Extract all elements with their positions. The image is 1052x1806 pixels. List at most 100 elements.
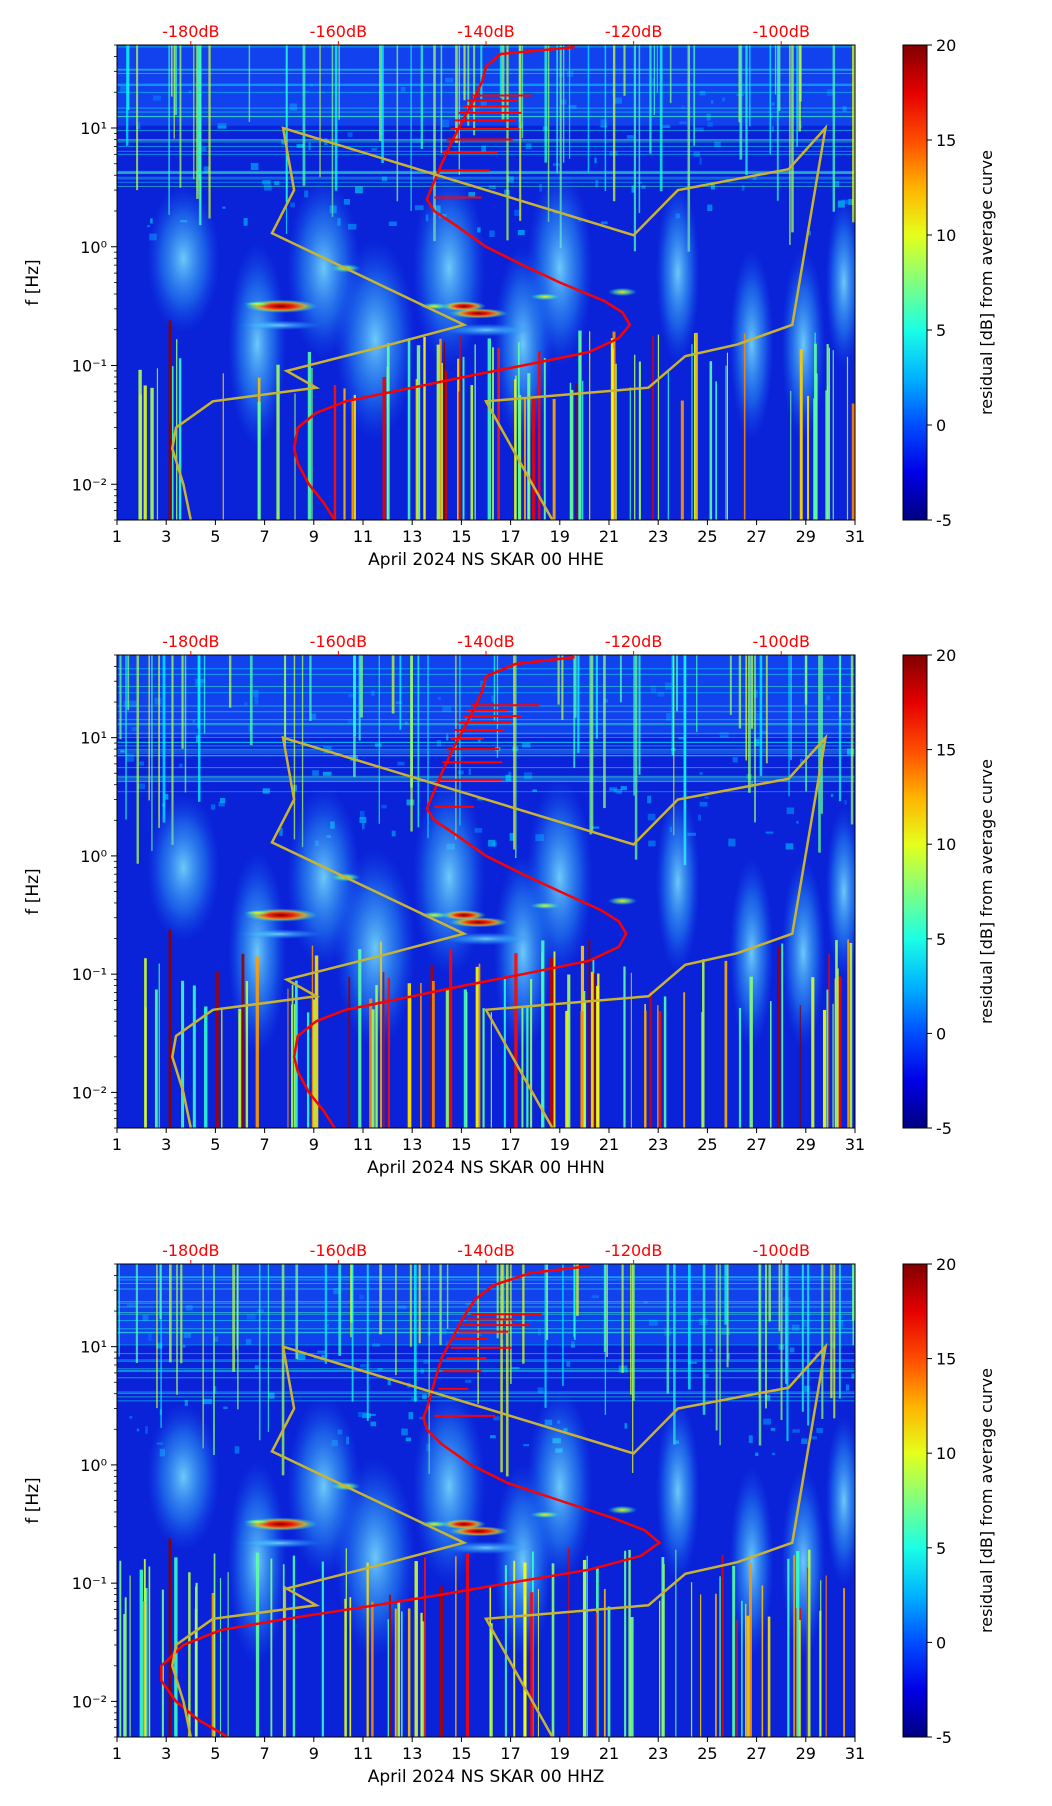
lf-transient bbox=[738, 1007, 742, 1128]
lf-transient bbox=[168, 1538, 172, 1737]
horizontal-stripe bbox=[117, 750, 855, 752]
colorbar-tick-label: 10 bbox=[936, 226, 956, 245]
lf-transient bbox=[489, 1623, 493, 1737]
event-stripe bbox=[353, 655, 357, 737]
event-stripe bbox=[587, 45, 590, 173]
noise-texture bbox=[182, 1344, 186, 1348]
lf-transient bbox=[624, 1550, 627, 1737]
horizontal-stripe bbox=[117, 1370, 855, 1372]
x-tick-label: 1 bbox=[112, 1135, 122, 1154]
lf-transient bbox=[445, 989, 449, 1128]
event-stripe bbox=[418, 1264, 421, 1344]
lf-transient bbox=[610, 338, 614, 520]
noise-texture bbox=[678, 737, 686, 740]
lf-transient bbox=[828, 953, 830, 1128]
noise-texture bbox=[317, 1350, 326, 1353]
noise-texture bbox=[698, 814, 701, 821]
lf-transient bbox=[569, 382, 572, 520]
noise-texture bbox=[360, 1364, 367, 1368]
colorbar-tick-label: 5 bbox=[936, 1539, 946, 1558]
lf-transient bbox=[345, 1548, 347, 1737]
event-stripe bbox=[673, 655, 675, 836]
noise-texture bbox=[703, 1374, 710, 1378]
x-axis-label: April 2024 NS SKAR 00 HHE bbox=[368, 550, 604, 570]
x-tick-label: 13 bbox=[402, 527, 422, 546]
colorbar bbox=[902, 654, 928, 1129]
event-stripe bbox=[338, 45, 340, 120]
noise-texture bbox=[647, 795, 652, 804]
x-tick-label: 15 bbox=[451, 527, 471, 546]
lf-transient bbox=[769, 1001, 772, 1128]
horizontal-stripe bbox=[117, 1392, 855, 1394]
noise-texture bbox=[290, 202, 296, 208]
noise-glow bbox=[607, 287, 638, 297]
event-stripe bbox=[506, 45, 509, 241]
event-stripe bbox=[724, 1264, 727, 1325]
horizontal-stripe bbox=[117, 775, 855, 777]
noise-texture bbox=[631, 185, 635, 193]
colorbar-tick-label: 20 bbox=[936, 36, 956, 55]
top-db-tick-label: -140dB bbox=[457, 1241, 514, 1260]
noise-texture bbox=[381, 804, 387, 809]
horizontal-stripe bbox=[117, 719, 855, 721]
noise-texture bbox=[523, 772, 533, 780]
lf-transient bbox=[744, 1603, 747, 1737]
x-tick-label: 3 bbox=[161, 1135, 171, 1154]
colorbar bbox=[902, 1263, 928, 1738]
horizontal-stripe bbox=[117, 1319, 855, 1321]
noise-texture bbox=[243, 218, 248, 226]
lf-transient bbox=[690, 1582, 693, 1737]
horizontal-stripe bbox=[117, 1370, 855, 1372]
lf-transient bbox=[215, 971, 219, 1128]
lf-transient bbox=[349, 1597, 352, 1737]
x-tick-label: 29 bbox=[796, 527, 816, 546]
event-stripe bbox=[748, 655, 751, 793]
colorbar-tick-label: 10 bbox=[936, 835, 956, 854]
noise-texture bbox=[532, 789, 537, 792]
noise-texture bbox=[508, 771, 512, 776]
noise-texture bbox=[268, 1392, 275, 1399]
x-tick-label: 19 bbox=[550, 527, 570, 546]
event-stripe bbox=[126, 45, 129, 146]
noise-texture bbox=[833, 180, 840, 187]
event-stripe bbox=[791, 45, 794, 233]
horizontal-stripe bbox=[117, 83, 855, 85]
horizontal-stripe bbox=[117, 1377, 855, 1379]
noise-texture bbox=[714, 141, 721, 148]
lf-transient bbox=[181, 980, 185, 1128]
event-stripe bbox=[324, 1264, 328, 1364]
x-tick-label: 21 bbox=[599, 527, 619, 546]
lf-transient bbox=[702, 959, 705, 1128]
noise-texture bbox=[388, 221, 397, 227]
x-tick-label: 15 bbox=[451, 1135, 471, 1154]
horizontal-stripe bbox=[117, 1368, 855, 1370]
event-stripe bbox=[285, 45, 288, 234]
lf-transient bbox=[382, 377, 386, 520]
event-stripe bbox=[334, 45, 338, 191]
lf-transient bbox=[142, 1601, 145, 1737]
lf-transient bbox=[607, 1606, 611, 1737]
lf-transient bbox=[492, 347, 494, 520]
event-stripe bbox=[293, 655, 296, 840]
event-stripe bbox=[683, 655, 687, 866]
noise-texture bbox=[489, 230, 495, 238]
lf-transient bbox=[394, 1608, 397, 1737]
lf-transient bbox=[311, 367, 313, 520]
y-tick-label: 10⁰ bbox=[80, 847, 107, 866]
lf-transient bbox=[444, 370, 448, 520]
lf-transient bbox=[595, 1612, 598, 1737]
lf-transient bbox=[154, 989, 158, 1128]
lf-transient bbox=[580, 1011, 584, 1128]
noise-texture bbox=[789, 1347, 795, 1353]
event-stripe bbox=[202, 1264, 204, 1449]
event-stripe bbox=[630, 1264, 632, 1395]
horizontal-stripe bbox=[117, 741, 855, 743]
noise-texture bbox=[147, 225, 151, 228]
event-stripe bbox=[193, 45, 195, 180]
event-stripe bbox=[719, 1264, 721, 1446]
y-tick-label: 10¹ bbox=[80, 729, 107, 748]
lf-transient bbox=[420, 1612, 423, 1737]
x-tick-label: 19 bbox=[550, 1135, 570, 1154]
